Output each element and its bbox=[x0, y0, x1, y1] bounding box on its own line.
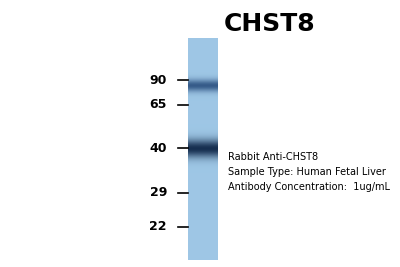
Text: Antibody Concentration:  1ug/mL: Antibody Concentration: 1ug/mL bbox=[228, 182, 390, 192]
Text: 22: 22 bbox=[150, 221, 167, 234]
Text: 65: 65 bbox=[150, 99, 167, 112]
Text: 90: 90 bbox=[150, 73, 167, 87]
Text: 40: 40 bbox=[150, 142, 167, 155]
Text: 29: 29 bbox=[150, 187, 167, 199]
Text: CHST8: CHST8 bbox=[224, 12, 316, 36]
Text: Rabbit Anti-CHST8: Rabbit Anti-CHST8 bbox=[228, 152, 318, 162]
Text: Sample Type: Human Fetal Liver: Sample Type: Human Fetal Liver bbox=[228, 167, 386, 177]
